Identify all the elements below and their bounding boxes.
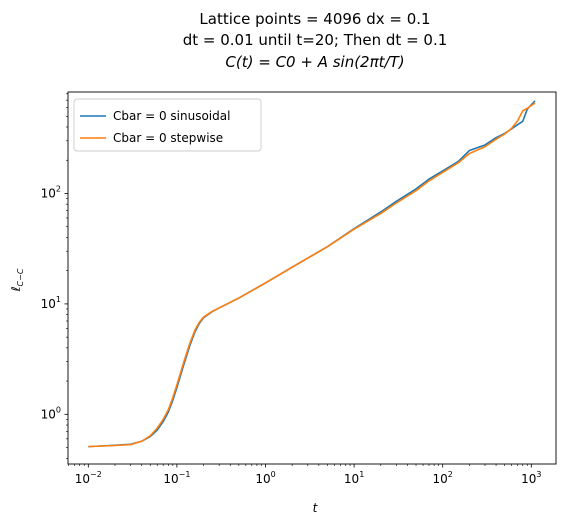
legend-box <box>73 98 262 152</box>
y-axis-label-main: ℓ <box>9 286 23 292</box>
legend-label-1: Cbar = 0 sinusoidal <box>113 109 230 123</box>
x-axis-label: t <box>313 501 319 515</box>
title-line-1: Lattice points = 4096 dx = 0.1 <box>199 10 430 28</box>
title-line-2: dt = 0.01 until t=20; Then dt = 0.1 <box>183 31 448 49</box>
x-tick-label: 101 <box>344 470 364 486</box>
y-tick-label: 101 <box>41 295 61 311</box>
x-tick-label: 102 <box>433 470 453 486</box>
series-layer <box>88 100 536 448</box>
series-line-2 <box>88 102 536 448</box>
x-tick-label: 100 <box>255 470 275 486</box>
y-axis: 100 101 102 <box>41 93 68 459</box>
legend-label-2: Cbar = 0 stepwise <box>113 131 223 145</box>
x-tick-label: 10−1 <box>163 470 190 486</box>
y-axis-label: ℓC−C <box>9 268 25 292</box>
y-tick-label: 102 <box>41 184 61 200</box>
x-tick-label: 10−2 <box>75 470 102 486</box>
y-tick-label: 100 <box>41 405 61 421</box>
plot-frame <box>67 91 557 465</box>
x-axis: 10−2 10−1 100 101 102 103 <box>68 464 541 486</box>
x-tick-label: 103 <box>521 470 541 486</box>
title-line-3: C(t) = C0 + A sin(2πt/T) <box>225 53 404 71</box>
svg-text:ℓC−C: ℓC−C <box>9 268 25 292</box>
legend: Cbar = 0 sinusoidal Cbar = 0 stepwise <box>73 98 262 152</box>
y-axis-label-sub: C−C <box>16 268 25 286</box>
chart-title: Lattice points = 4096 dx = 0.1 dt = 0.01… <box>183 10 448 71</box>
plot-area <box>68 92 556 464</box>
